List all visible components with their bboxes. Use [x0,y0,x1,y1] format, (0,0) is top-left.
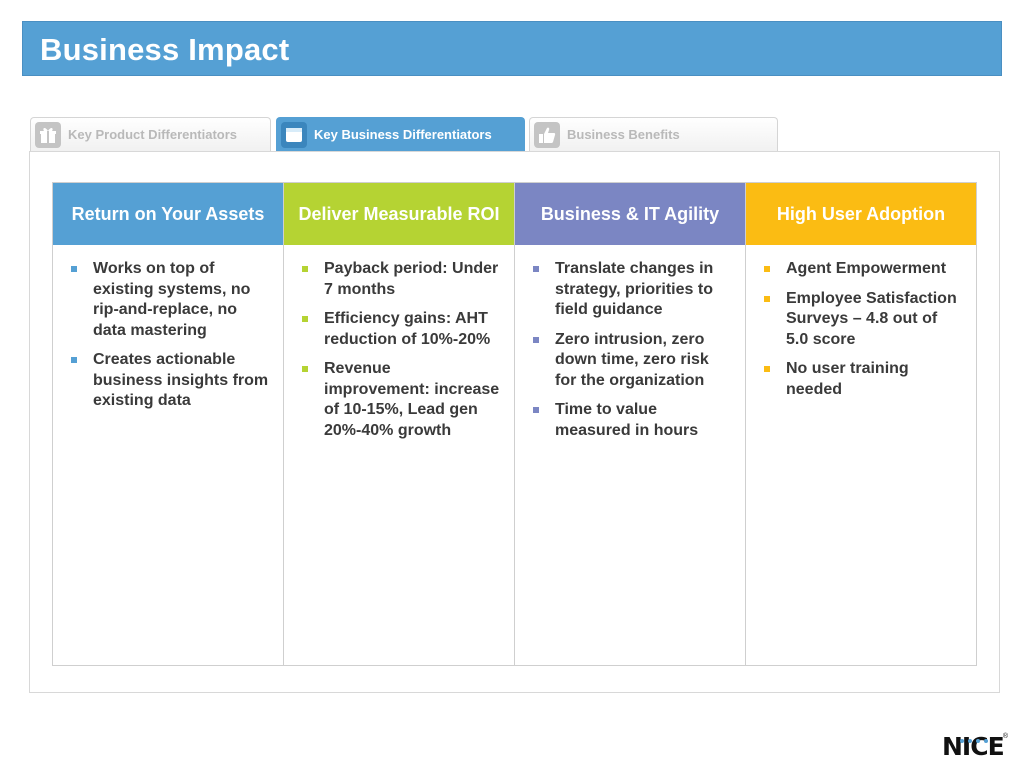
column-heading: Deliver Measurable ROI [284,183,514,246]
tab-key-business-differentiators[interactable]: Key Business Differentiators [276,117,525,151]
bullet-list: Translate changes in strategy, prioritie… [515,246,745,441]
column-heading: Return on Your Assets [53,183,283,246]
list-item: Revenue improvement: increase of 10-15%,… [300,359,500,441]
tab-business-benefits[interactable]: Business Benefits [529,117,778,151]
square-bullet-icon [302,316,308,322]
square-bullet-icon [533,407,539,413]
list-item-text: Translate changes in strategy, prioritie… [555,260,714,318]
logo-text: NICE [942,732,1005,761]
column-heading: Business & IT Agility [515,183,745,246]
tab-label: Key Business Differentiators [314,127,492,142]
column-business-it-agility: Business & IT Agility Translate changes … [515,183,746,665]
square-bullet-icon [302,366,308,372]
nice-logo: NICE ® [942,733,1008,761]
list-item-text: Revenue improvement: increase of 10-15%,… [324,360,500,439]
list-item-text: Efficiency gains: AHT reduction of 10%-2… [324,310,491,348]
column-heading: High User Adoption [746,183,976,246]
square-bullet-icon [71,357,77,363]
list-item-text: Agent Empowerment [786,260,947,277]
bullet-list: Works on top of existing systems, no rip… [53,246,283,412]
list-item: Creates actionable business insights fro… [69,350,269,412]
square-bullet-icon [302,266,308,272]
list-item: Agent Empowerment [762,259,962,280]
tab-label: Key Product Differentiators [68,127,238,142]
square-bullet-icon [533,266,539,272]
differentiators-grid: Return on Your Assets Works on top of ex… [52,182,977,666]
column-high-user-adoption: High User Adoption Agent Empowerment Emp… [746,183,976,665]
list-item: Employee Satisfaction Surveys – 4.8 out … [762,289,962,351]
window-icon [281,121,307,148]
gift-icon [35,121,61,148]
column-return-on-assets: Return on Your Assets Works on top of ex… [53,183,284,665]
bullet-list: Agent Empowerment Employee Satisfaction … [746,246,976,400]
list-item-text: No user training needed [786,360,909,398]
list-item: Efficiency gains: AHT reduction of 10%-2… [300,309,500,350]
list-item-text: Payback period: Under 7 months [324,260,499,298]
logo-dots-icon [960,739,988,743]
tab-label: Business Benefits [567,127,680,142]
tab-key-product-differentiators[interactable]: Key Product Differentiators [30,117,271,151]
page-title: Business Impact [40,32,290,67]
list-item: Time to value measured in hours [531,400,731,441]
bullet-list: Payback period: Under 7 months Efficienc… [284,246,514,441]
list-item-text: Zero intrusion, zero down time, zero ris… [555,330,709,389]
square-bullet-icon [764,366,770,372]
list-item: Payback period: Under 7 months [300,259,500,300]
column-measurable-roi: Deliver Measurable ROI Payback period: U… [284,183,515,665]
square-bullet-icon [764,266,770,272]
title-bar: Business Impact [22,21,1002,76]
list-item-text: Employee Satisfaction Surveys – 4.8 out … [786,289,957,348]
list-item-text: Works on top of existing systems, no rip… [93,260,251,339]
list-item: Zero intrusion, zero down time, zero ris… [531,330,731,392]
list-item-text: Time to value measured in hours [555,401,699,439]
list-item: Works on top of existing systems, no rip… [69,259,269,341]
list-item: No user training needed [762,359,962,400]
list-item: Translate changes in strategy, prioritie… [531,259,731,321]
registered-mark: ® [1002,733,1008,740]
tab-strip: Key Product Differentiators Key Business… [30,117,790,151]
square-bullet-icon [533,336,539,343]
list-item-text: Creates actionable business insights fro… [93,351,269,409]
thumbs-up-icon [534,121,560,148]
square-bullet-icon [764,295,770,302]
square-bullet-icon [71,266,77,272]
